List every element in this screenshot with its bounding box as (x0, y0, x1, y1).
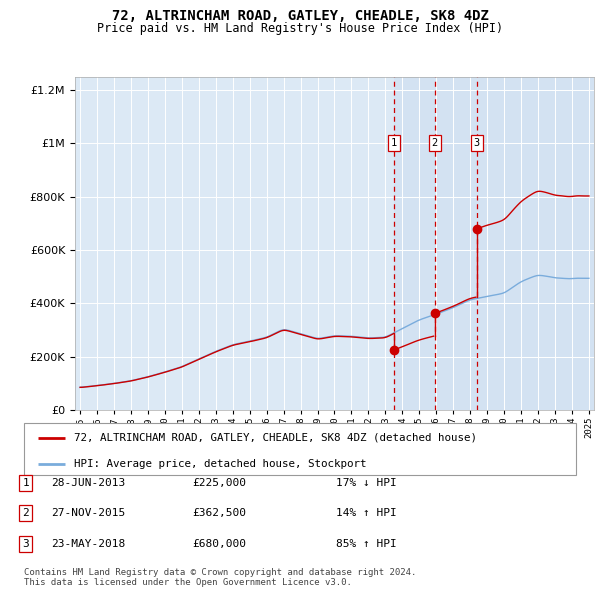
Text: £362,500: £362,500 (192, 509, 246, 518)
Text: 2: 2 (431, 139, 438, 148)
Text: £680,000: £680,000 (192, 539, 246, 549)
Text: £225,000: £225,000 (192, 478, 246, 487)
Bar (394, 77, 594, 410)
Text: 1: 1 (391, 139, 397, 148)
Text: 17% ↓ HPI: 17% ↓ HPI (336, 478, 397, 487)
Text: HPI: Average price, detached house, Stockport: HPI: Average price, detached house, Stoc… (74, 458, 366, 468)
Text: 72, ALTRINCHAM ROAD, GATLEY, CHEADLE, SK8 4DZ (detached house): 72, ALTRINCHAM ROAD, GATLEY, CHEADLE, SK… (74, 432, 476, 442)
Text: 27-NOV-2015: 27-NOV-2015 (51, 509, 125, 518)
Text: 72, ALTRINCHAM ROAD, GATLEY, CHEADLE, SK8 4DZ: 72, ALTRINCHAM ROAD, GATLEY, CHEADLE, SK… (112, 9, 488, 23)
Text: 3: 3 (473, 139, 480, 148)
Text: 85% ↑ HPI: 85% ↑ HPI (336, 539, 397, 549)
FancyBboxPatch shape (24, 423, 576, 475)
Text: 23-MAY-2018: 23-MAY-2018 (51, 539, 125, 549)
Text: Price paid vs. HM Land Registry's House Price Index (HPI): Price paid vs. HM Land Registry's House … (97, 22, 503, 35)
Text: 2: 2 (22, 509, 29, 518)
Text: 14% ↑ HPI: 14% ↑ HPI (336, 509, 397, 518)
Text: 28-JUN-2013: 28-JUN-2013 (51, 478, 125, 487)
Text: 3: 3 (22, 539, 29, 549)
Text: 1: 1 (22, 478, 29, 487)
Text: Contains HM Land Registry data © Crown copyright and database right 2024.
This d: Contains HM Land Registry data © Crown c… (24, 568, 416, 587)
